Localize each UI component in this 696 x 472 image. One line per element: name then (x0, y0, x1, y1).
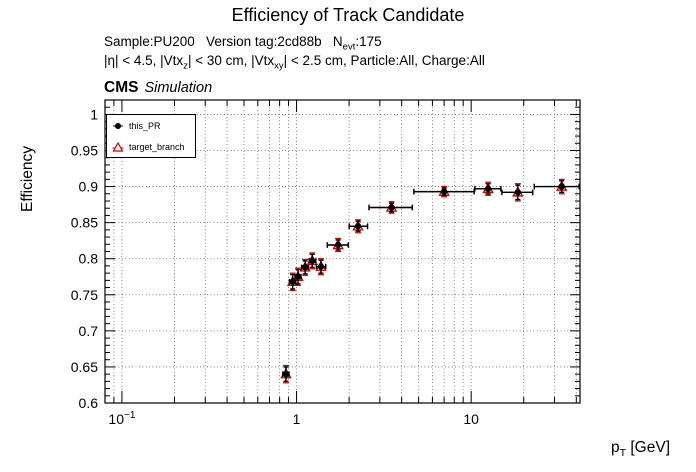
y-tick-label: 0.65 (71, 359, 98, 375)
subtitle-text: | < 30 cm, |Vtx (187, 53, 275, 68)
data-point-circle (334, 241, 342, 249)
subtitle-text: Sample:PU200 Version tag:2cd88b N (104, 34, 343, 49)
data-point-circle (388, 204, 395, 211)
subtitle-text: | < 2.5 cm, Particle:All, Charge:All (283, 53, 485, 68)
data-point-circle (440, 188, 448, 195)
cms-label: CMS (104, 79, 139, 96)
data-point-circle (514, 189, 522, 196)
y-tick-label: 0.9 (79, 179, 99, 195)
x-tick-label: 1 (293, 411, 301, 427)
open-triangle-marker-icon (107, 141, 129, 153)
legend: this_PR target_branch (106, 114, 196, 158)
data-point-circle (289, 278, 296, 285)
subtitle-line-2: |η| < 4.5, |Vtxz| < 30 cm, |Vtxxy| < 2.5… (104, 53, 485, 72)
x-tick-label: 10 (463, 411, 479, 427)
legend-entry-this-pr: this_PR (107, 115, 195, 136)
data-point-circle (558, 183, 565, 190)
subtitle-text: :175 (355, 34, 382, 49)
cms-simulation-label: CMS Simulation (104, 79, 212, 97)
data-point-circle (484, 185, 492, 192)
data-point-circle (317, 263, 325, 270)
x-axis-title-text: [GeV] (626, 439, 670, 456)
x-axis-title-subscript: T (619, 447, 627, 460)
subtitle-text: |η| < 4.5, |Vtx (104, 53, 184, 68)
subtitle-line-1: Sample:PU200 Version tag:2cd88b Nevt:175 (104, 34, 382, 53)
y-tick-label: 0.85 (71, 215, 98, 231)
chart-title: Efficiency of Track Candidate (231, 5, 465, 25)
legend-entry-target-branch: target_branch (107, 136, 195, 157)
y-tick-label: 0.7 (79, 323, 99, 339)
x-axis-title: pT [GeV] (0, 439, 670, 459)
filled-circle-marker-icon (107, 120, 129, 132)
data-point-circle (301, 264, 309, 271)
legend-label: target_branch (129, 141, 185, 152)
data-point-circle (294, 273, 302, 280)
x-axis-title-text: p (611, 439, 620, 456)
data-point-circle (282, 370, 290, 378)
simulation-label: Simulation (144, 80, 213, 96)
data-point-circle (309, 257, 316, 265)
subtitle-subscript: xy (274, 60, 284, 72)
data-point-circle (354, 223, 362, 230)
y-tick-label: 0.95 (71, 143, 98, 159)
x-tick-label: 10−1 (108, 410, 135, 427)
legend-label: this_PR (129, 120, 161, 131)
subtitle-subscript: evt (342, 41, 356, 53)
subtitle-subscript: z (183, 60, 188, 72)
y-tick-label: 1 (90, 106, 98, 122)
plot-frame (104, 99, 581, 404)
y-tick-label: 0.8 (79, 251, 99, 267)
y-tick-label: 0.6 (79, 395, 99, 411)
y-tick-label: 0.75 (71, 287, 98, 303)
